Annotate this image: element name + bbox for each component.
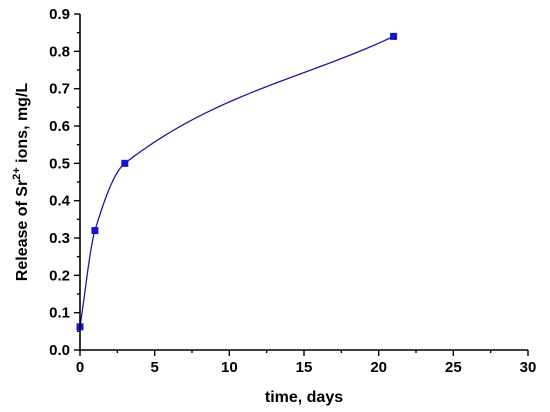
y-tick-label: 0.1 <box>49 305 70 322</box>
x-tick-label: 10 <box>221 359 238 376</box>
y-axis-title-prefix: Release of Sr <box>14 180 31 281</box>
x-tick-label: 25 <box>445 359 462 376</box>
x-tick-label: 5 <box>150 359 158 376</box>
x-axis-title: time, days <box>265 389 343 406</box>
x-tick-label: 30 <box>520 359 537 376</box>
y-tick-label: 0.6 <box>49 118 70 135</box>
y-axis-title-suffix: ions, mg/L <box>14 83 31 168</box>
y-tick-label: 0.9 <box>49 6 70 23</box>
data-point <box>91 227 99 235</box>
y-tick-label: 0.3 <box>49 230 70 247</box>
y-axis-title: Release of Sr2+ ions, mg/L <box>11 83 31 282</box>
y-axis-title-superscript: 2+ <box>11 167 23 180</box>
data-point <box>390 32 398 40</box>
series-markers <box>76 32 398 331</box>
series-line <box>79 35 394 327</box>
y-axis-ticks: 0.0 0.1 0.2 0.3 0.4 0.5 0.6 0.7 0.8 0.9 <box>49 6 80 359</box>
x-tick-label: 20 <box>370 359 387 376</box>
x-tick-label: 15 <box>296 359 313 376</box>
y-tick-label: 0.4 <box>49 193 71 210</box>
y-tick-label: 0.8 <box>49 43 70 60</box>
x-tick-label: 0 <box>76 359 84 376</box>
y-tick-label: 0.5 <box>49 155 70 172</box>
data-point <box>121 159 129 167</box>
y-tick-label: 0.7 <box>49 81 70 98</box>
x-axis-ticks: 0 5 10 15 20 25 30 <box>76 350 537 376</box>
y-tick-label: 0.0 <box>49 342 70 359</box>
y-tick-label: 0.2 <box>49 267 70 284</box>
